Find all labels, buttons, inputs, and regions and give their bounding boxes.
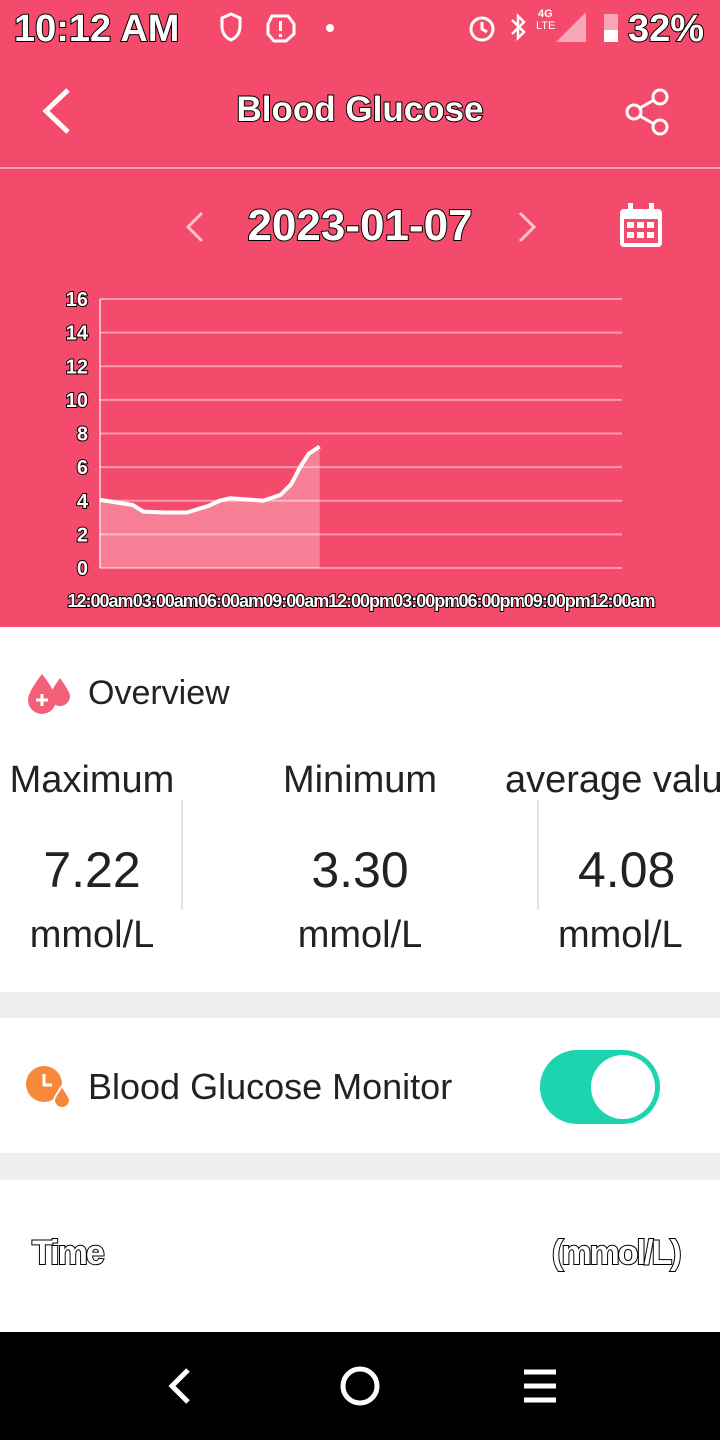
stat-unit: mmol/L [558,914,683,956]
overview-title: Overview [88,674,230,712]
divider [181,800,183,910]
y-tick-label: 8 [77,424,88,446]
date-label: 2023-01-07 [246,200,473,251]
x-tick-label: 09:00pm [524,591,590,611]
y-tick-label: 14 [66,323,89,345]
y-tick-label: 16 [66,289,88,311]
monitor-toggle[interactable] [538,1048,662,1126]
battery-level: 32% [627,7,705,51]
calendar-button[interactable] [618,203,666,249]
network-type: 4G [538,8,553,20]
y-tick-label: 0 [77,558,88,580]
divider [537,800,539,910]
toggle-knob [591,1055,655,1119]
section-gap [0,1153,720,1180]
x-tick-label: 06:00am [198,591,263,611]
x-tick-label: 03:00am [133,591,198,611]
section-gap [0,992,720,1018]
stat-value: 3.30 [311,842,409,898]
nav-home[interactable] [338,1364,382,1408]
x-tick-label: 12:00am [67,591,132,611]
stat-label: Maximum [9,759,175,801]
nav-menu[interactable] [520,1366,560,1406]
x-tick-label: 03:00pm [393,591,459,611]
clock: 10:12 AM [13,7,180,51]
stat-maximum: Maximum 7.22 mmol/L [0,750,226,960]
nav-back[interactable] [160,1366,200,1406]
stat-unit: mmol/L [297,914,423,956]
y-tick-label: 10 [66,390,88,412]
prev-day[interactable] [180,207,210,247]
y-tick-label: 4 [77,491,89,513]
stat-label: average value [505,759,720,801]
chart-panel: 2023-01-07 0 2 4 6 8 10 12 14 16 12:00am 03:00am 06… [0,169,720,627]
column-unit: (mmol/L) [551,1233,683,1273]
x-tick-label: 12:00pm [328,591,394,611]
share-button[interactable] [624,88,672,136]
next-day[interactable] [512,207,542,247]
stat-label: Minimum [282,759,438,801]
status-right-icons [469,12,618,42]
app-header: Blood Glucose [0,56,720,169]
stat-value: 4.08 [578,842,676,898]
y-tick-label: 2 [77,524,88,546]
x-tick-label: 12:00am [589,591,654,611]
x-tick-label: 06:00pm [458,591,524,611]
back-button[interactable] [36,86,76,136]
status-bar: 10:12 AM 4G LTE 32% [0,0,720,56]
stat-minimum: Minimum 3.30 mmol/L [226,750,494,960]
stat-value: 7.22 [43,842,141,898]
status-icons [220,12,334,43]
stat-average: average value 4.08 mmol/L [496,750,720,960]
column-time: Time [31,1233,106,1273]
monitor-label: Blood Glucose Monitor [88,1066,453,1107]
overview-icon [28,674,70,714]
network-lte: LTE [536,20,556,32]
y-tick-label: 12 [66,356,88,378]
glucose-line [99,444,321,515]
stat-unit: mmol/L [29,914,155,956]
monitor-icon [26,1066,72,1108]
y-tick-label: 6 [77,457,88,479]
nav-bar [0,1332,720,1440]
page-title: Blood Glucose [236,89,485,130]
x-tick-label: 09:00am [263,591,328,611]
